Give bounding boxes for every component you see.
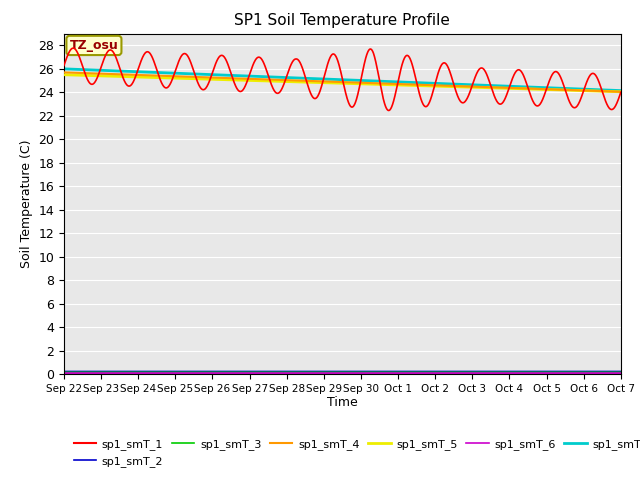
- sp1_smT_3: [371, 370, 378, 375]
- sp1_smT_4: [504, 85, 512, 91]
- sp1_smT_5: [358, 81, 366, 87]
- sp1_smT_3: [583, 370, 591, 375]
- sp1_smT_6: [617, 371, 625, 376]
- sp1_smT_7: [371, 78, 378, 84]
- sp1_smT_6: [216, 371, 223, 376]
- sp1_smT_7: [583, 86, 591, 92]
- sp1_smT_4: [371, 80, 378, 86]
- sp1_smT_5: [371, 81, 378, 87]
- sp1_smT_5: [60, 72, 68, 78]
- Line: sp1_smT_5: sp1_smT_5: [64, 75, 621, 92]
- sp1_smT_6: [60, 371, 68, 376]
- sp1_smT_2: [358, 369, 366, 374]
- X-axis label: Time: Time: [327, 396, 358, 408]
- sp1_smT_1: [216, 54, 223, 60]
- sp1_smT_1: [568, 103, 576, 109]
- sp1_smT_2: [617, 369, 625, 374]
- sp1_smT_7: [568, 86, 575, 92]
- sp1_smT_6: [583, 371, 591, 376]
- sp1_smT_3: [504, 370, 512, 375]
- sp1_smT_1: [359, 69, 367, 74]
- Title: SP1 Soil Temperature Profile: SP1 Soil Temperature Profile: [234, 13, 451, 28]
- sp1_smT_4: [216, 75, 223, 81]
- Line: sp1_smT_1: sp1_smT_1: [64, 48, 621, 110]
- Y-axis label: Soil Temperature (C): Soil Temperature (C): [20, 140, 33, 268]
- sp1_smT_1: [60, 62, 68, 68]
- sp1_smT_2: [371, 369, 378, 374]
- sp1_smT_6: [504, 371, 512, 376]
- sp1_smT_1: [385, 108, 392, 113]
- sp1_smT_4: [568, 87, 575, 93]
- sp1_smT_1: [371, 55, 379, 60]
- sp1_smT_1: [70, 45, 77, 51]
- sp1_smT_2: [583, 369, 591, 374]
- sp1_smT_5: [504, 85, 512, 91]
- sp1_smT_7: [358, 78, 366, 84]
- sp1_smT_3: [568, 370, 575, 375]
- sp1_smT_5: [583, 88, 591, 94]
- sp1_smT_6: [371, 371, 378, 376]
- sp1_smT_5: [617, 89, 625, 95]
- sp1_smT_5: [216, 77, 223, 83]
- sp1_smT_2: [216, 369, 223, 374]
- sp1_smT_1: [505, 86, 513, 92]
- sp1_smT_1: [584, 77, 591, 83]
- sp1_smT_7: [60, 66, 68, 72]
- sp1_smT_2: [60, 369, 68, 374]
- sp1_smT_3: [216, 370, 223, 375]
- sp1_smT_4: [60, 70, 68, 75]
- sp1_smT_7: [216, 72, 223, 78]
- sp1_smT_1: [617, 89, 625, 95]
- sp1_smT_2: [504, 369, 512, 374]
- sp1_smT_4: [617, 89, 625, 95]
- sp1_smT_3: [358, 370, 366, 375]
- sp1_smT_4: [583, 88, 591, 94]
- sp1_smT_3: [617, 370, 625, 375]
- sp1_smT_7: [504, 84, 512, 89]
- sp1_smT_5: [568, 87, 575, 93]
- sp1_smT_6: [568, 371, 575, 376]
- sp1_smT_2: [568, 369, 575, 374]
- Text: TZ_osu: TZ_osu: [70, 39, 118, 52]
- sp1_smT_4: [358, 80, 366, 85]
- sp1_smT_3: [60, 370, 68, 375]
- sp1_smT_6: [358, 371, 366, 376]
- Legend: sp1_smT_1, sp1_smT_2, sp1_smT_3, sp1_smT_4, sp1_smT_5, sp1_smT_6, sp1_smT_7: sp1_smT_1, sp1_smT_2, sp1_smT_3, sp1_smT…: [70, 435, 640, 471]
- sp1_smT_7: [617, 88, 625, 94]
- Line: sp1_smT_4: sp1_smT_4: [64, 72, 621, 92]
- Line: sp1_smT_7: sp1_smT_7: [64, 69, 621, 91]
